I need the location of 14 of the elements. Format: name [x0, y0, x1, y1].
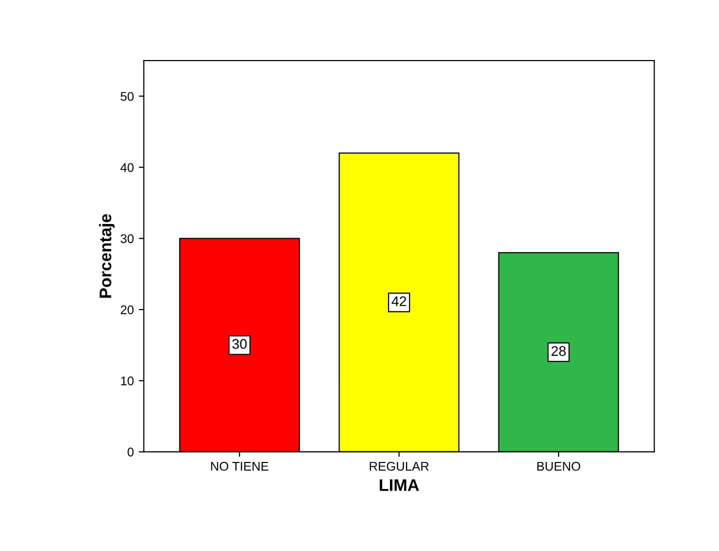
x-tick-label: NO TIENE — [211, 462, 268, 471]
y-tick-label: 50 — [120, 92, 134, 101]
x-axis-title: LIMA — [380, 479, 419, 491]
x-tick-label: REGULAR — [370, 462, 429, 471]
y-tick-label: 0 — [128, 448, 134, 456]
y-tick-label: 10 — [121, 376, 134, 386]
data-label: 30 — [232, 339, 247, 349]
data-label: 28 — [552, 346, 566, 356]
y-axis-title: Porcentaje — [99, 214, 115, 298]
data-label: 42 — [392, 296, 406, 306]
y-tick-label: 30 — [120, 234, 134, 244]
y-tick-label: 20 — [120, 305, 134, 314]
x-tick-label: BUENO — [537, 462, 580, 471]
y-tick-label: 40 — [120, 163, 134, 172]
